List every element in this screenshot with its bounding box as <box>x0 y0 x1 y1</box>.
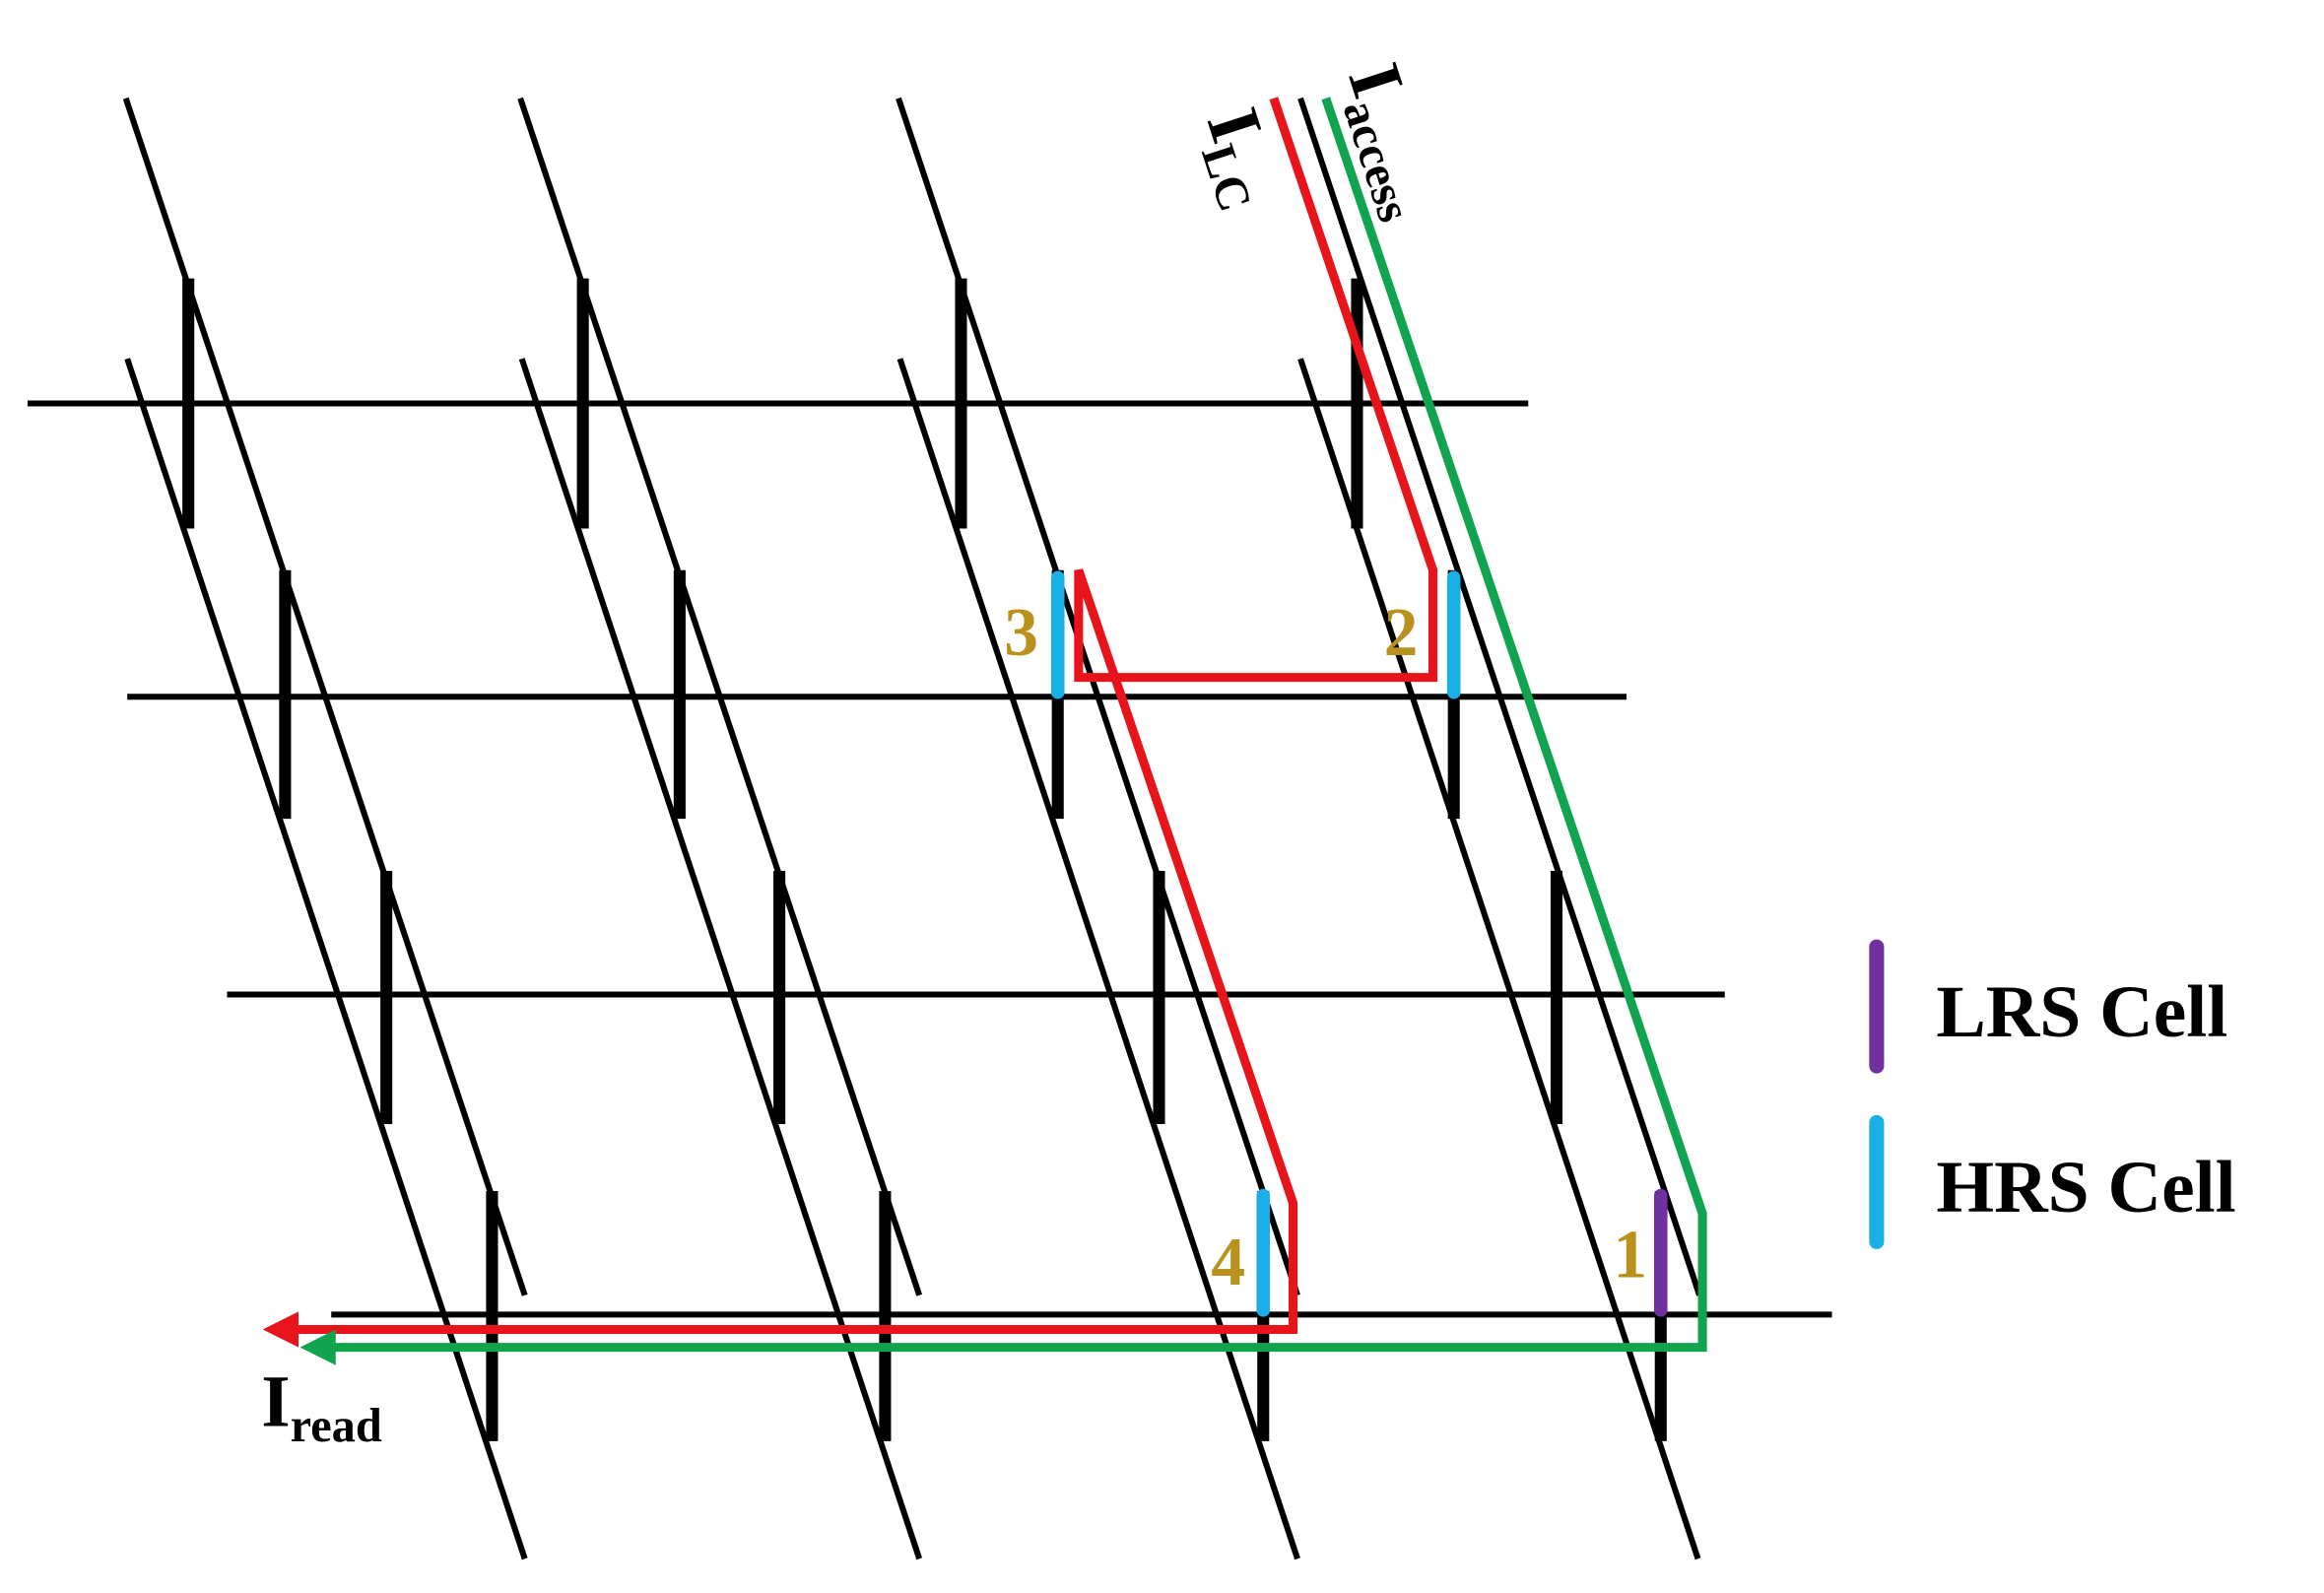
legend-label: LRS Cell <box>1936 971 2227 1053</box>
cell-number: 4 <box>1211 1225 1245 1300</box>
bit-line <box>1297 97 1702 1296</box>
cell-number: 1 <box>1613 1218 1647 1294</box>
legend: LRS Cell HRS Cell <box>1869 939 2236 1249</box>
bit-line <box>896 358 1300 1560</box>
cell-number: 2 <box>1384 595 1419 671</box>
i-access-label: Iaccess <box>1324 54 1458 228</box>
arrow-head <box>299 1329 336 1365</box>
bit-line <box>124 358 528 1560</box>
cells <box>182 278 1668 1441</box>
bit-line <box>518 358 923 1560</box>
cell-number: 3 <box>1004 595 1038 671</box>
wires <box>27 97 1832 1560</box>
leakage-path <box>291 97 1438 1335</box>
arrow-head <box>262 1311 299 1348</box>
access-path <box>328 97 1707 1353</box>
i-read-label: Iread <box>261 1361 382 1452</box>
legend-label: HRS Cell <box>1936 1147 2235 1228</box>
bit-line <box>1297 358 1701 1560</box>
